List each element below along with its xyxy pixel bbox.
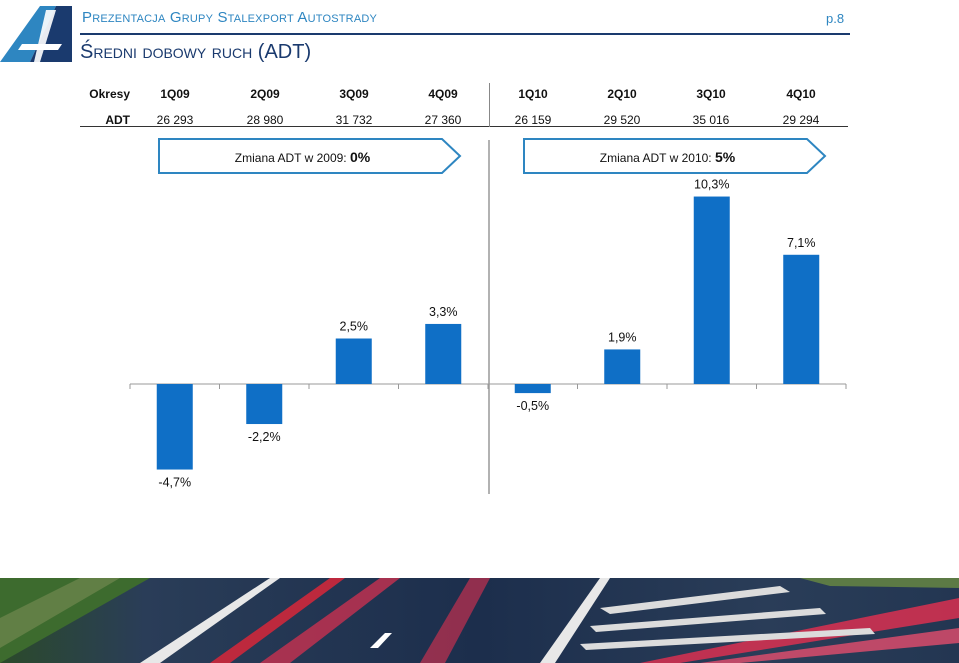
bar [246, 384, 283, 425]
highway-photo [0, 578, 959, 663]
presentation-title: Prezentacja Grupy Stalexport Autostrady [82, 9, 378, 26]
header-divider [80, 33, 850, 35]
bar [514, 384, 551, 394]
bar [425, 323, 462, 384]
banner-2009: Zmiana ADT w 2009: 0% [158, 138, 463, 174]
table-cell: 35 016 [692, 113, 730, 127]
bar [604, 349, 641, 384]
data-label: -4,7% [158, 476, 191, 490]
data-label: 3,3% [429, 305, 458, 319]
table-cell: 31 732 [335, 113, 373, 127]
bar [783, 254, 820, 384]
data-label: 1,9% [608, 330, 637, 344]
data-label: -0,5% [516, 399, 549, 413]
table-header-cell: 1Q09 [160, 87, 190, 101]
page-number: p.8 [826, 11, 845, 26]
table-row-label-periods: Okresy [89, 87, 130, 101]
table-header-cell: 2Q09 [250, 87, 280, 101]
table-cell: 26 159 [514, 113, 552, 127]
data-label: 2,5% [340, 320, 369, 334]
bar [156, 384, 193, 470]
table-header-cell: 1Q10 [518, 87, 548, 101]
table-header-cell: 4Q09 [428, 87, 458, 101]
bar [335, 338, 372, 384]
table-cell: 29 294 [782, 113, 820, 127]
banner-2010-value: 5% [714, 149, 736, 165]
company-logo [0, 6, 72, 62]
table-cell: 28 980 [246, 113, 284, 127]
table-row-label-adt: ADT [105, 113, 130, 127]
table-header-cell: 3Q10 [696, 87, 726, 101]
table-cell: 26 293 [156, 113, 194, 127]
table-header-cell: 2Q10 [607, 87, 637, 101]
adt-change-chart: -4,7% -2,2% 2,5% 3,3% -0,5% 1,9% 10,3% 7,1% [129, 140, 847, 494]
table-header-cell: 3Q09 [339, 87, 369, 101]
table-header-cell: 4Q10 [786, 87, 816, 101]
table-divider [80, 126, 848, 127]
banner-2009-label: Zmiana ADT w 2009: [234, 151, 350, 165]
data-label: 10,3% [694, 178, 729, 192]
table-cell: 27 360 [424, 113, 462, 127]
data-label: -2,2% [248, 430, 281, 444]
bar [693, 196, 730, 384]
year-separator [489, 83, 490, 127]
banner-2010: Zmiana ADT w 2010: 5% [523, 138, 828, 174]
banner-2009-value: 0% [349, 149, 371, 165]
banner-2010-label: Zmiana ADT w 2010: [599, 151, 715, 165]
table-cell: 29 520 [603, 113, 641, 127]
data-label: 7,1% [787, 236, 816, 250]
slide-title: Średni dobowy ruch (ADT) [80, 41, 312, 63]
